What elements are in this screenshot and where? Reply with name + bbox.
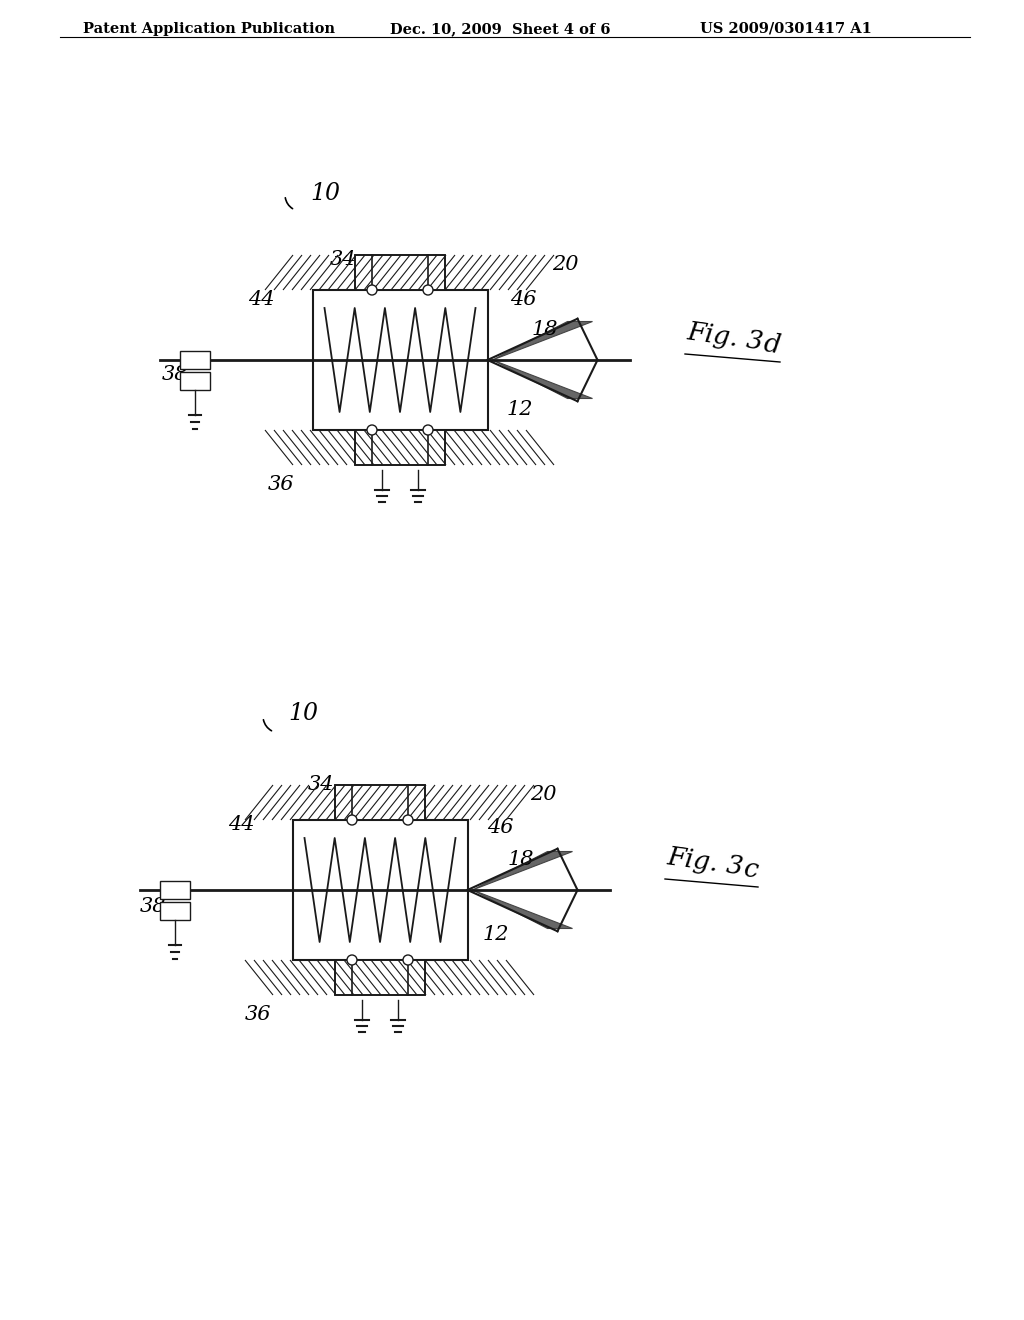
Polygon shape xyxy=(472,890,572,928)
Text: 12: 12 xyxy=(507,400,534,418)
Text: 20: 20 xyxy=(530,785,556,804)
Text: 34: 34 xyxy=(308,775,335,795)
Text: 18: 18 xyxy=(508,850,535,869)
Text: 46: 46 xyxy=(510,290,537,309)
Circle shape xyxy=(423,425,433,436)
Text: Fig. 3: Fig. 3 xyxy=(665,845,744,880)
Text: 34: 34 xyxy=(330,249,356,269)
Circle shape xyxy=(347,954,357,965)
Bar xyxy=(335,960,425,995)
Bar xyxy=(180,351,210,370)
Text: 46: 46 xyxy=(487,818,513,837)
Text: 10: 10 xyxy=(288,702,318,725)
Text: 10: 10 xyxy=(310,182,340,205)
Text: 38: 38 xyxy=(162,366,188,384)
Text: 18: 18 xyxy=(532,319,558,339)
Text: 12: 12 xyxy=(483,925,510,944)
Circle shape xyxy=(423,285,433,294)
Circle shape xyxy=(347,814,357,825)
Circle shape xyxy=(367,285,377,294)
Text: Fig. 3: Fig. 3 xyxy=(685,319,765,355)
Bar xyxy=(160,880,190,899)
Polygon shape xyxy=(493,322,593,360)
Text: Dec. 10, 2009  Sheet 4 of 6: Dec. 10, 2009 Sheet 4 of 6 xyxy=(390,22,610,36)
Bar xyxy=(312,290,487,430)
Bar xyxy=(335,785,425,820)
Bar xyxy=(355,255,445,290)
Text: 38: 38 xyxy=(140,898,167,916)
Bar xyxy=(355,255,445,290)
Text: 20: 20 xyxy=(552,255,579,275)
Text: 44: 44 xyxy=(228,814,255,834)
Text: Patent Application Publication: Patent Application Publication xyxy=(83,22,335,36)
Bar xyxy=(335,785,425,820)
Text: US 2009/0301417 A1: US 2009/0301417 A1 xyxy=(700,22,871,36)
Polygon shape xyxy=(472,851,572,890)
Circle shape xyxy=(403,954,413,965)
Bar xyxy=(355,430,445,465)
Bar xyxy=(180,372,210,389)
Bar xyxy=(355,430,445,465)
Circle shape xyxy=(403,814,413,825)
Bar xyxy=(335,960,425,995)
Circle shape xyxy=(367,425,377,436)
Text: 36: 36 xyxy=(268,475,295,494)
Bar xyxy=(293,820,468,960)
Text: 44: 44 xyxy=(248,290,274,309)
Text: d: d xyxy=(762,331,782,358)
Text: c: c xyxy=(742,857,760,883)
Bar xyxy=(160,902,190,920)
Text: 36: 36 xyxy=(245,1005,271,1024)
Polygon shape xyxy=(493,360,593,399)
